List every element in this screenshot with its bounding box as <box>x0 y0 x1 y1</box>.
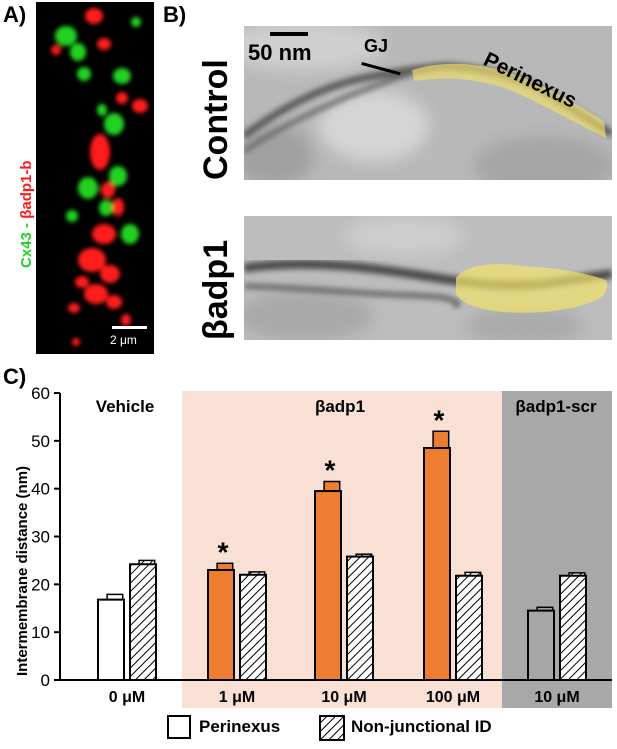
perinexus-bar <box>423 447 451 681</box>
y-tick-label: 20 <box>31 575 50 594</box>
panel-b-letter: B) <box>163 2 187 27</box>
nonjunctional-bar <box>455 574 483 681</box>
em-scale-bar <box>270 32 308 36</box>
badp1-em-image <box>244 216 612 340</box>
gj-label: GJ <box>364 36 389 56</box>
badp1-em-drawing <box>244 216 612 340</box>
y-tick-label: 40 <box>31 480 50 499</box>
significance-marker: * <box>325 454 336 485</box>
x-category-label: 0 μM <box>109 689 145 706</box>
panel-a-scale-bar <box>112 326 147 329</box>
y-tick-label: 0 <box>41 671 50 690</box>
perinexus-bar <box>314 490 342 681</box>
perinexus-bar <box>207 568 235 682</box>
x-category-label: 10 μM <box>534 689 579 706</box>
perinexus-bar <box>527 609 555 681</box>
nonjunctional-bar <box>129 563 157 682</box>
y-axis-label: Intermembrane distance (nm) <box>14 465 31 676</box>
legend-perinexus-swatch <box>167 715 191 739</box>
panel-a-letter: A) <box>3 2 27 27</box>
significance-marker: * <box>434 404 445 435</box>
section-background <box>502 391 612 708</box>
em-scale-label: 50 nm <box>248 40 312 65</box>
y-tick-label: 50 <box>31 432 50 451</box>
panel-c-letter: C) <box>3 364 27 389</box>
y-tick-label: 60 <box>31 384 50 403</box>
fluorescence-image <box>36 2 154 354</box>
legend: Perinexus Non-junctional ID <box>167 713 567 743</box>
significance-marker: * <box>218 536 229 567</box>
legend-perinexus-label: Perinexus <box>199 717 281 736</box>
legend-nonjunctional-swatch <box>319 715 345 741</box>
section-label: βadp1-scr <box>515 397 597 416</box>
section-label: βadp1 <box>315 397 365 416</box>
control-em-image <box>244 26 612 180</box>
fluorescence-signal <box>51 8 148 346</box>
y-tick-label: 30 <box>31 528 50 547</box>
perinexus-bar <box>97 598 125 682</box>
x-category-label: 1 μM <box>219 689 255 706</box>
nonjunctional-bar <box>239 573 267 681</box>
control-em-drawing <box>244 26 612 180</box>
perinexus-highlight <box>412 63 606 138</box>
y-tick-label: 10 <box>31 623 50 642</box>
legend-nonjunctional-label: Non-junctional ID <box>351 717 492 736</box>
panel-a-scale-label: 2 μm <box>110 333 137 347</box>
x-category-label: 100 μM <box>426 689 480 706</box>
nonjunctional-bar <box>559 574 587 681</box>
nonjunctional-bar <box>346 555 374 682</box>
x-category-label: 10 μM <box>321 689 366 706</box>
perinexus-highlight-treated <box>456 264 608 313</box>
section-label: Vehicle <box>96 397 155 416</box>
